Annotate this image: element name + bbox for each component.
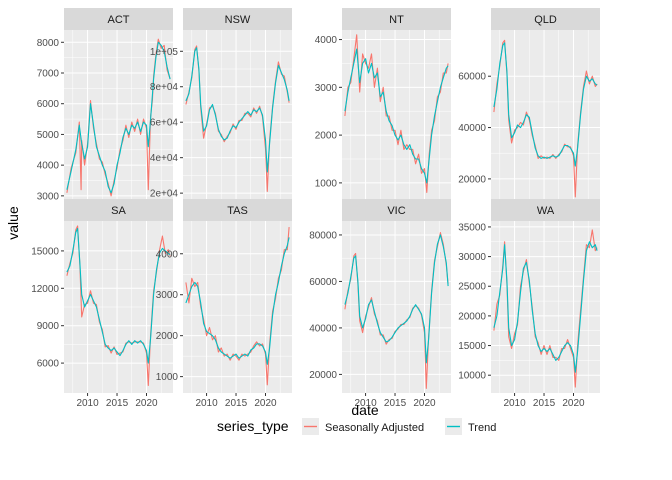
facet-strip-tas xyxy=(183,199,292,221)
facet-label-tas: TAS xyxy=(227,205,248,217)
x-tick-label: 2020 xyxy=(254,398,277,409)
panel-background-tas xyxy=(183,221,292,393)
y-tick-label: 80000 xyxy=(309,230,337,241)
x-tick-label: 2010 xyxy=(503,398,526,409)
y-tick-label: 8e+04 xyxy=(150,82,179,93)
facet-label-qld: QLD xyxy=(534,14,557,26)
series-line-seasonally-adjusted-tas xyxy=(185,227,290,386)
x-tick-label: 2020 xyxy=(413,398,436,409)
y-tick-label: 5000 xyxy=(37,130,60,141)
y-tick-label: 8000 xyxy=(37,38,60,49)
x-tick-label: 2015 xyxy=(106,398,129,409)
facet-label-vic: VIC xyxy=(387,205,405,217)
series-line-trend-act xyxy=(66,41,171,194)
facet-nsw: NSW 2e+04 4e+04 6e+04 8e+04 1e+05 xyxy=(150,8,292,205)
y-tick-label: 2000 xyxy=(156,331,179,342)
y-tick-label: 20000 xyxy=(458,174,486,185)
series-line-trend-qld xyxy=(493,42,598,167)
y-tick-label: 60000 xyxy=(458,72,486,83)
series-line-trend-nt xyxy=(344,48,449,184)
facet-label-nsw: NSW xyxy=(225,14,251,26)
facet-label-sa: SA xyxy=(111,205,126,217)
y-axis-title: value xyxy=(5,206,21,240)
x-tick-label: 2010 xyxy=(195,398,218,409)
facet-label-nt: NT xyxy=(389,14,404,26)
y-tick-label: 9000 xyxy=(37,321,60,332)
facet-strip-nt xyxy=(342,8,451,30)
facet-panels: ACT 3000 4000 5000 6000 7000 8000 NSW 2e+04 4e+04… xyxy=(31,8,600,409)
facet-nt: NT 1000 2000 3000 4000 xyxy=(315,8,451,205)
y-tick-label: 1000 xyxy=(156,372,179,383)
series-line-seasonally-adjusted-nt xyxy=(344,34,449,193)
legend-label-seasonally-adjusted: Seasonally Adjusted xyxy=(325,422,424,434)
y-tick-label: 15000 xyxy=(31,246,59,257)
series-line-trend-vic xyxy=(344,234,449,364)
x-axis-title: date xyxy=(351,402,378,418)
facet-sa: SA 6000 9000 12000 15000 2010 2015 2020 xyxy=(31,199,173,409)
x-tick-label: 2015 xyxy=(225,398,248,409)
y-tick-label: 4000 xyxy=(37,161,60,172)
x-tick-label: 2010 xyxy=(76,398,99,409)
series-line-trend-wa xyxy=(493,241,598,373)
x-tick-label: 2015 xyxy=(384,398,407,409)
panel-background-qld xyxy=(491,30,600,202)
facet-label-wa: WA xyxy=(537,205,555,217)
y-tick-label: 3000 xyxy=(156,290,179,301)
facet-wa: WA 10000 15000 20000 25000 30000 35000 2010 2015… xyxy=(458,199,600,409)
y-tick-label: 6000 xyxy=(37,359,60,370)
y-tick-label: 12000 xyxy=(31,284,59,295)
panel-background-vic xyxy=(342,221,451,393)
y-tick-label: 3000 xyxy=(315,83,338,94)
y-tick-label: 40000 xyxy=(458,123,486,134)
panel-background-nt xyxy=(342,30,451,202)
y-tick-label: 2000 xyxy=(315,131,338,142)
legend: series_type Seasonally Adjusted Trend xyxy=(217,418,496,435)
y-tick-label: 3000 xyxy=(37,191,60,202)
legend-title: series_type xyxy=(217,418,289,434)
facet-tas: TAS 1000 2000 3000 4000 2010 2015 2020 xyxy=(156,199,292,409)
y-tick-label: 1000 xyxy=(315,178,338,189)
x-tick-label: 2015 xyxy=(533,398,556,409)
y-tick-label: 15000 xyxy=(458,341,486,352)
y-tick-label: 4000 xyxy=(156,249,179,260)
y-tick-label: 25000 xyxy=(458,282,486,293)
y-tick-label: 6000 xyxy=(37,99,60,110)
facet-qld: QLD 20000 40000 60000 xyxy=(458,8,600,205)
facet-act: ACT 3000 4000 5000 6000 7000 8000 xyxy=(37,8,173,205)
series-line-trend-sa xyxy=(66,227,171,364)
y-tick-label: 4e+04 xyxy=(150,153,179,164)
y-tick-label: 2e+04 xyxy=(150,189,179,200)
y-tick-label: 60000 xyxy=(309,277,337,288)
y-tick-label: 7000 xyxy=(37,69,60,80)
y-tick-label: 6e+04 xyxy=(150,118,179,129)
y-tick-label: 1e+05 xyxy=(150,47,179,58)
x-tick-label: 2020 xyxy=(562,398,585,409)
y-tick-label: 20000 xyxy=(309,370,337,381)
facet-strip-nsw xyxy=(183,8,292,30)
facet-vic: VIC 20000 40000 60000 80000 2010 2015 2020 xyxy=(309,199,451,409)
legend-label-trend: Trend xyxy=(468,422,496,434)
x-tick-label: 2020 xyxy=(135,398,158,409)
facet-label-act: ACT xyxy=(108,14,130,26)
x-tick-label: 2010 xyxy=(354,398,377,409)
y-tick-label: 20000 xyxy=(458,311,486,322)
facet-strip-act xyxy=(64,8,173,30)
y-tick-label: 40000 xyxy=(309,323,337,334)
panel-background-act xyxy=(64,30,173,202)
facet-strip-wa xyxy=(491,199,600,221)
panel-background-nsw xyxy=(183,30,292,202)
y-tick-label: 4000 xyxy=(315,35,338,46)
y-tick-label: 10000 xyxy=(458,371,486,382)
y-tick-label: 30000 xyxy=(458,252,486,263)
facet-strip-sa xyxy=(64,199,173,221)
facet-strip-qld xyxy=(491,8,600,30)
series-line-trend-nsw xyxy=(185,47,290,173)
series-line-trend-tas xyxy=(185,237,290,365)
y-tick-label: 35000 xyxy=(458,222,486,233)
facet-strip-vic xyxy=(342,199,451,221)
